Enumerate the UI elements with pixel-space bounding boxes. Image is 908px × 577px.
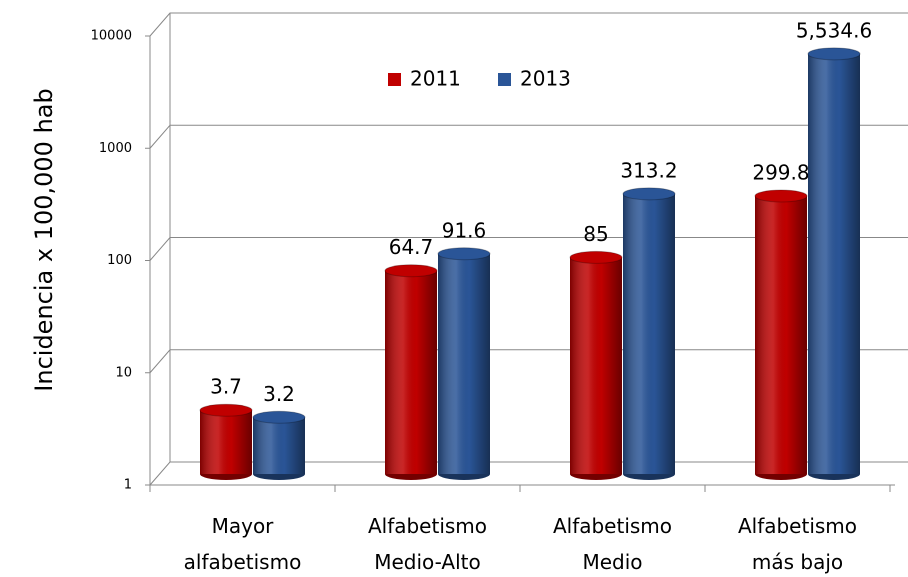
value-label: 3.2 <box>263 382 295 406</box>
legend-label: 2013 <box>520 67 571 91</box>
value-label: 64.7 <box>389 235 434 259</box>
cylinder <box>569 250 623 480</box>
y-tick-label: 1 <box>124 478 132 493</box>
bar-shade <box>200 410 252 474</box>
x-tick-label: Alfabetismo Medio <box>552 514 673 574</box>
bar-shade <box>253 417 305 474</box>
grid-line <box>149 12 908 37</box>
bar-shade <box>570 257 622 474</box>
legend-label: 2011 <box>410 67 461 91</box>
cylinder <box>199 403 253 480</box>
bar-shade <box>755 195 807 474</box>
value-label: 91.6 <box>442 218 487 242</box>
cylinder-top <box>622 187 676 201</box>
y-tick-label: 100 <box>107 253 132 268</box>
grid-line <box>149 124 908 149</box>
cylinder <box>622 187 676 480</box>
x-tick-label: Mayor alfabetismo <box>183 514 302 574</box>
y-tick-label: 1000 <box>99 141 132 156</box>
value-label: 3.7 <box>210 375 242 399</box>
y-tick-label: 10 <box>115 365 132 380</box>
x-tick-label: Alfabetismo Medio-Alto <box>367 514 488 574</box>
cylinder-top <box>384 264 438 278</box>
value-label: 85 <box>583 222 608 246</box>
cylinder <box>384 264 438 480</box>
value-label: 299.8 <box>752 160 809 184</box>
y-tick-label: 10000 <box>91 29 132 44</box>
y-axis-label: Incidencia x 100,000 hab <box>30 88 58 391</box>
legend-swatch <box>498 73 511 86</box>
cylinder-top <box>754 189 808 203</box>
x-tick-label: Alfabetismo más bajo <box>737 514 858 574</box>
value-label: 313.2 <box>620 158 677 182</box>
cylinder-top <box>569 250 623 264</box>
cylinder-top <box>437 247 491 261</box>
bar-shade <box>385 270 437 474</box>
cylinder <box>437 247 491 480</box>
cylinder-top <box>252 410 306 424</box>
cylinder-top <box>199 403 253 417</box>
cylinder-top <box>807 47 861 61</box>
value-label: 5,534.6 <box>796 18 872 42</box>
cylinder <box>754 189 808 480</box>
bar-shade <box>623 193 675 475</box>
cylinder <box>252 410 306 480</box>
bar-shade <box>438 253 490 474</box>
legend-swatch <box>388 73 401 86</box>
bar-shade <box>808 53 860 475</box>
cylinder <box>807 47 861 480</box>
